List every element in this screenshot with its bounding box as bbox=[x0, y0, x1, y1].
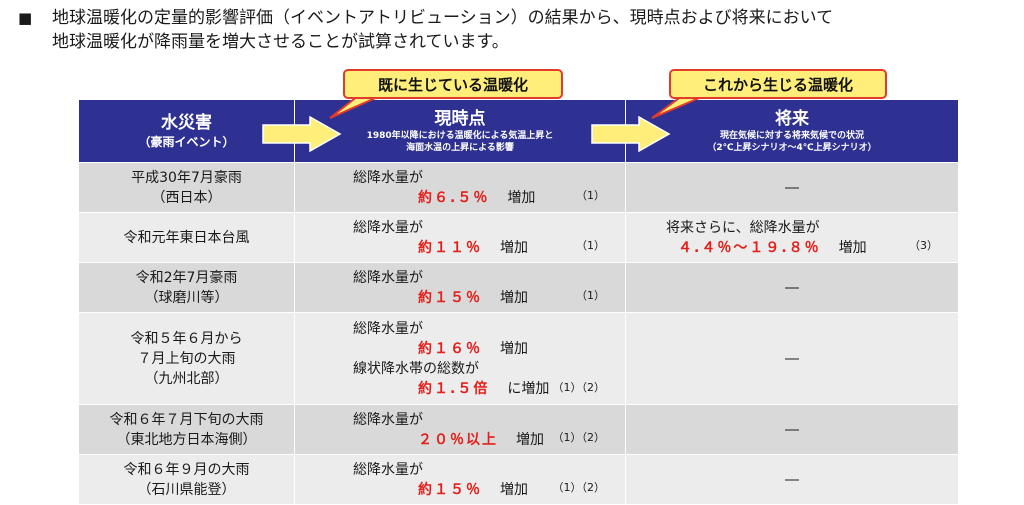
table-row: 令和６年７月下旬の大雨 （東北地方日本海側） 総降水量が ２０％以上 増加 （1）… bbox=[78, 404, 959, 455]
header-event-sub: （豪雨イベント） bbox=[138, 134, 235, 149]
header-future-note-1: 現在気候に対する将来気候での状況 bbox=[719, 131, 864, 141]
event-cell: 令和６年７月下旬の大雨 （東北地方日本海側） bbox=[78, 404, 295, 455]
current-cell: 総降水量が 約１５％ 増加 （1）（2） bbox=[294, 454, 626, 505]
intro-line-2: 地球温暖化が降雨量を増大させることが試算されています。 bbox=[52, 32, 509, 52]
current-label: 総降水量が bbox=[353, 320, 423, 337]
event-name: 令和元年東日本台風 bbox=[123, 229, 250, 246]
future-cell: ― bbox=[625, 312, 959, 405]
future-dash: ― bbox=[785, 471, 799, 488]
current-value: 約１１％ bbox=[418, 239, 482, 256]
callout-current-warming: 既に生じている温暖化 bbox=[343, 69, 563, 99]
current-suffix: 増加 bbox=[500, 481, 528, 498]
current-value-2: 約１.５倍 bbox=[418, 380, 490, 397]
current-label: 総降水量が bbox=[353, 169, 423, 186]
table-row: 平成30年7月豪雨 （西日本） 総降水量が 約６.５％ 増加 （1） ― bbox=[78, 162, 959, 213]
table-row: 令和2年7月豪雨 （球磨川等） 総降水量が 約１５％ 増加 （1） ― bbox=[78, 262, 959, 313]
event-name: 令和５年６月から bbox=[130, 330, 243, 347]
current-suffix-2: に増加 bbox=[507, 380, 550, 397]
future-cell: ― bbox=[625, 262, 959, 313]
event-name: 令和６年７月下旬の大雨 bbox=[109, 411, 264, 428]
header-arrow-icon bbox=[262, 116, 342, 152]
event-cell: 令和元年東日本台風 bbox=[78, 212, 295, 263]
future-cell: ― bbox=[625, 404, 959, 455]
current-value: ２０％以上 bbox=[418, 431, 498, 448]
current-value: 約１５％ bbox=[418, 289, 482, 306]
current-cell: 総降水量が 約１６％ 増加 線状降水帯の総数が 約１.５倍 に増加 （1）（2） bbox=[294, 312, 626, 405]
current-cell: 総降水量が 約６.５％ 増加 （1） bbox=[294, 162, 626, 213]
future-cell: ― bbox=[625, 454, 959, 505]
header-future-title: 将来 bbox=[775, 109, 809, 129]
callout-future-warming: これから生じる温暖化 bbox=[669, 69, 887, 99]
current-cell: 総降水量が 約１１％ 増加 （1） bbox=[294, 212, 626, 263]
future-dash: ― bbox=[785, 279, 799, 296]
current-suffix: 増加 bbox=[500, 239, 528, 256]
event-cell: 令和５年６月から ７月上旬の大雨 （九州北部） bbox=[78, 312, 295, 405]
header-arrow-icon bbox=[591, 116, 671, 152]
rainfall-table: 水災害 （豪雨イベント） 現時点 1980年以降における温暖化による気温上昇と … bbox=[78, 99, 959, 505]
current-suffix: 増加 bbox=[500, 340, 528, 357]
event-cell: 令和2年7月豪雨 （球磨川等） bbox=[78, 262, 295, 313]
future-value: ４.４％～１９.８％ bbox=[678, 239, 821, 256]
event-region: （石川県能登） bbox=[137, 481, 236, 498]
current-value: 約１５％ bbox=[418, 481, 482, 498]
current-label: 総降水量が bbox=[353, 461, 423, 478]
reference-note: （1）（2） bbox=[552, 431, 606, 444]
current-value: 約１６％ bbox=[418, 340, 482, 357]
current-suffix: 増加 bbox=[507, 189, 536, 206]
future-dash: ― bbox=[785, 350, 799, 367]
reference-note: （1）（2） bbox=[552, 481, 606, 494]
event-region: （九州北部） bbox=[144, 370, 229, 387]
header-future-note-2: （2℃上昇シナリオ～4℃上昇シナリオ） bbox=[707, 143, 877, 153]
intro-line-1: 地球温暖化の定量的影響評価（イベントアトリビューション）の結果から、現時点および… bbox=[52, 8, 834, 28]
event-cell: 令和６年９月の大雨 （石川県能登） bbox=[78, 454, 295, 505]
bullet-icon: ■ bbox=[18, 9, 33, 27]
header-event: 水災害 （豪雨イベント） bbox=[78, 99, 295, 163]
table-row: 令和元年東日本台風 総降水量が 約１１％ 増加 （1） 将来さらに、総降水量が ４… bbox=[78, 212, 959, 263]
current-label: 総降水量が bbox=[353, 219, 423, 236]
future-suffix: 増加 bbox=[838, 239, 867, 256]
event-cell: 平成30年7月豪雨 （西日本） bbox=[78, 162, 295, 213]
reference-note: （1） bbox=[576, 289, 605, 302]
current-suffix: 増加 bbox=[516, 431, 544, 448]
current-value: 約６.５％ bbox=[418, 189, 490, 206]
future-cell: ― bbox=[625, 162, 959, 213]
header-current-note-1: 1980年以降における温暖化による気温上昇と bbox=[366, 131, 554, 141]
callout-pointer-icon bbox=[329, 96, 705, 119]
current-label-2: 線状降水帯の総数が bbox=[353, 360, 479, 377]
event-region: （東北地方日本海側） bbox=[116, 431, 257, 448]
header-event-title: 水災害 bbox=[161, 112, 212, 133]
event-region: （球磨川等） bbox=[144, 289, 229, 306]
reference-note: （1）（2） bbox=[552, 381, 606, 394]
current-label: 総降水量が bbox=[353, 269, 423, 286]
reference-note: （3） bbox=[909, 239, 938, 252]
table-row: 令和５年６月から ７月上旬の大雨 （九州北部） 総降水量が 約１６％ 増加 線状降… bbox=[78, 312, 959, 405]
event-name-2: ７月上旬の大雨 bbox=[137, 350, 236, 367]
future-label: 将来さらに、総降水量が bbox=[666, 219, 820, 236]
future-cell: 将来さらに、総降水量が ４.４％～１９.８％ 増加 （3） bbox=[625, 212, 959, 263]
header-current-note-2: 海面水温の上昇による影響 bbox=[406, 143, 514, 153]
current-suffix: 増加 bbox=[500, 289, 528, 306]
event-name: 令和６年９月の大雨 bbox=[123, 461, 250, 478]
future-dash: ― bbox=[785, 179, 799, 196]
future-dash: ― bbox=[785, 421, 799, 438]
header-current-title: 現時点 bbox=[434, 109, 486, 129]
event-region: （西日本） bbox=[151, 189, 222, 206]
current-cell: 総降水量が ２０％以上 増加 （1）（2） bbox=[294, 404, 626, 455]
event-name: 令和2年7月豪雨 bbox=[135, 269, 238, 286]
reference-note: （1） bbox=[576, 239, 605, 252]
current-cell: 総降水量が 約１５％ 増加 （1） bbox=[294, 262, 626, 313]
table-row: 令和６年９月の大雨 （石川県能登） 総降水量が 約１５％ 増加 （1）（2） ― bbox=[78, 454, 959, 505]
event-name: 平成30年7月豪雨 bbox=[131, 169, 242, 186]
current-label: 総降水量が bbox=[353, 411, 423, 428]
reference-note: （1） bbox=[576, 189, 605, 202]
header-future: 将来 現在気候に対する将来気候での状況 （2℃上昇シナリオ～4℃上昇シナリオ） bbox=[625, 99, 959, 163]
